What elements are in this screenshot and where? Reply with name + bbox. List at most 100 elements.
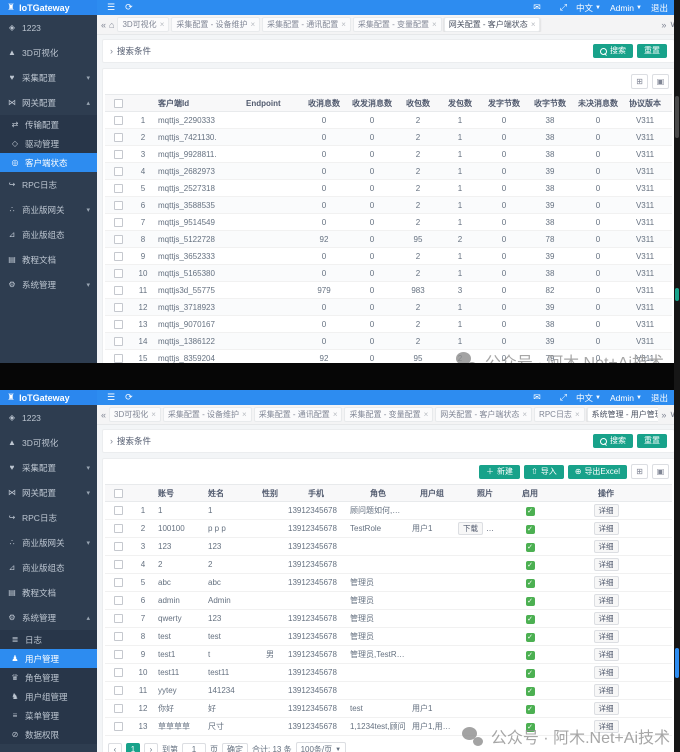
table-row[interactable]: 7 mqttjs_9514549 0 0 2 1 0 38 0 V311 [105,214,672,231]
table-row[interactable]: 2 mqttjs_7421130. 0 0 2 1 0 38 0 V311 [105,129,672,146]
table-row[interactable]: 9 test1 t 男 13912345678 管理员,TestRole ✓ 详细 [105,646,672,664]
scrollbar-thumb-blue[interactable] [675,648,679,678]
table-row[interactable]: 11 mqttjs3d_55775 979 0 983 3 0 82 0 V311 [105,282,672,299]
table-row[interactable]: 6 admin Admin 管理员 ✓ 详细 [105,592,672,610]
row-checkbox[interactable] [113,686,123,696]
row-checkbox[interactable] [113,614,123,624]
row-checkbox[interactable] [113,166,123,176]
add-user-button[interactable]: ＋新建 [479,464,521,479]
table-row[interactable]: 8 mqttjs_5122728 92 0 95 2 0 78 0 V311 [105,231,672,248]
row-checkbox[interactable] [113,149,123,159]
table-row[interactable]: 3 123 123 13912345678 ✓ 详细 [105,538,672,556]
detail-button[interactable]: 详细 [593,683,619,698]
table-row[interactable]: 2 100100 p p p 13912345678 TestRole 用户1 下载 预览 ✓ 详… [105,520,672,538]
page-size-select[interactable]: 100条/页 ▼ [295,742,347,752]
table-row[interactable]: 10 mqttjs_5165380 0 0 2 1 0 38 0 V311 [105,265,672,282]
row-checkbox[interactable] [113,704,123,714]
app-logo[interactable]: ♜ IoTGateway [0,0,97,15]
close-tab-icon[interactable]: × [151,409,156,419]
row-checkbox[interactable] [113,319,123,329]
print-icon[interactable]: ▣ [652,74,669,89]
sidebar-item-role-management[interactable]: ♛ 角色管理 [0,668,97,687]
tabs-menu-icon[interactable]: ∨ [669,409,676,419]
tab-item[interactable]: 采集配置 - 通讯配置 × [253,407,343,422]
detail-button[interactable]: 详细 [593,665,619,680]
tab-item[interactable]: RPC日志 × [534,407,585,422]
detail-button[interactable]: 详细 [593,539,619,554]
import-button[interactable]: ⇧ 导入 [524,464,564,479]
row-checkbox[interactable] [113,578,123,588]
sidebar-item-log[interactable]: ≣ 日志 [0,630,97,649]
table-row[interactable]: 5 mqttjs_2527318 0 0 2 1 0 38 0 V311 [105,180,672,197]
sidebar-item-gateway-config[interactable]: ⋈ 网关配置 ▾ [0,480,97,505]
close-tab-icon[interactable]: × [522,409,528,419]
sidebar-item-client-status[interactable]: ◎ 客户端状态 [0,153,97,172]
tab-item[interactable]: 采集配置 - 设备维护 × [162,407,252,422]
table-row[interactable]: 14 mqttjs_1386122 0 0 2 1 0 39 0 V311 [105,333,672,350]
message-icon[interactable]: ✉ [533,392,541,402]
app-logo[interactable]: ♜ IoTGateway [0,390,97,405]
row-checkbox[interactable] [113,506,123,516]
select-all-checkbox[interactable] [113,98,123,108]
tab-item[interactable]: 采集配置 - 变量配置 × [352,17,442,32]
sidebar-item-user-group-management[interactable]: ♞ 用户组管理 [0,687,97,706]
sidebar-item-system-management[interactable]: ⚙ 系统管理 ▾ [0,272,97,297]
tab-item[interactable]: 网关配置 - 客户端状态 × [443,17,541,32]
row-checkbox[interactable] [113,668,123,678]
table-row[interactable]: 1 mqttjs_2290333 0 0 2 1 0 38 0 V311 [105,112,672,129]
search-expand-icon[interactable]: › [110,46,113,56]
browser-scrollbar[interactable] [674,0,680,752]
sidebar-item-system-management[interactable]: ⚙ 系统管理 ▴ [0,605,97,630]
table-row[interactable]: 5 abc abc 13912345678 管理员 ✓ 详细 [105,574,672,592]
home-tab-icon[interactable]: ⌂ [109,19,115,30]
row-checkbox[interactable] [113,650,123,660]
tabs-scroll-left-icon[interactable]: « [101,19,107,30]
export-excel-button[interactable]: ⊕ 导出Excel [567,464,627,479]
sidebar-item-collect-config[interactable]: ♥ 采集配置 ▾ [0,65,97,90]
row-checkbox[interactable] [113,336,123,346]
row-checkbox[interactable] [113,200,123,210]
sidebar-item-3d-visualization[interactable]: ▲ 3D可视化 [0,430,97,455]
search-button[interactable]: 搜索 [593,434,633,448]
row-checkbox[interactable] [113,234,123,244]
sidebar-item-1223[interactable]: ◈ 1223 [0,405,97,430]
detail-button[interactable]: 详细 [593,647,619,662]
row-checkbox[interactable] [113,560,123,570]
row-checkbox[interactable] [113,542,123,552]
detail-button[interactable]: 详细 [593,593,619,608]
table-row[interactable]: 13 草草草草 尺寸 13912345678 1,1234test,顾问 用户1,用户2 ✓… [105,718,672,736]
row-checkbox[interactable] [113,183,123,193]
language-dropdown[interactable]: 中文 ▼ [575,2,601,13]
sidebar-item-3d-visualization[interactable]: ▲ 3D可视化 [0,40,97,65]
sidebar-item-1223[interactable]: ◈ 1223 [0,15,97,40]
detail-button[interactable]: 详细 [593,503,619,518]
table-row[interactable]: 13 mqttjs_9070167 0 0 2 1 0 38 0 V311 [105,316,672,333]
tab-item[interactable]: 采集配置 - 设备维护 × [171,17,261,32]
row-checkbox[interactable] [113,524,123,534]
column-settings-icon[interactable]: ⊞ [631,464,648,479]
fullscreen-icon[interactable]: ⤢ [559,2,567,12]
user-dropdown[interactable]: Admin ▼ [609,392,642,403]
search-expand-icon[interactable]: › [110,436,113,446]
row-checkbox[interactable] [113,353,123,363]
refresh-icon[interactable]: ⟳ [125,2,133,12]
row-checkbox[interactable] [113,115,123,125]
tab-item[interactable]: 系统管理 - 用户管理× [586,407,659,422]
close-tab-icon[interactable]: × [159,19,165,29]
user-dropdown[interactable]: Admin ▼ [609,2,642,13]
close-tab-icon[interactable]: × [423,409,429,419]
table-row[interactable]: 7 qwerty 123 13912345678 管理员 ✓ 详细 [105,610,672,628]
logout-button[interactable]: 退出 [650,392,668,403]
print-icon[interactable]: ▣ [652,464,669,479]
next-page-button[interactable]: › [144,742,158,752]
tab-item[interactable]: 3D可视化 × [117,17,170,32]
sidebar-item-user-management[interactable]: ♟ 用户管理 [0,649,97,668]
tab-item[interactable]: 网关配置 - 客户端状态 × [435,407,533,422]
close-tab-icon[interactable]: × [250,19,256,29]
close-tab-icon[interactable]: × [530,19,536,29]
sidebar-item-rpc-log[interactable]: ↪ RPC日志 [0,172,97,197]
table-row[interactable]: 11 yytey 141234 13912345678 ✓ 详细 [105,682,672,700]
table-row[interactable]: 10 test11 test11 13912345678 ✓ 详细 [105,664,672,682]
table-row[interactable]: 6 mqttjs_3588535 0 0 2 1 0 39 0 V311 [105,197,672,214]
sidebar-item-business-gateway[interactable]: ∴ 商业版网关 ▾ [0,530,97,555]
